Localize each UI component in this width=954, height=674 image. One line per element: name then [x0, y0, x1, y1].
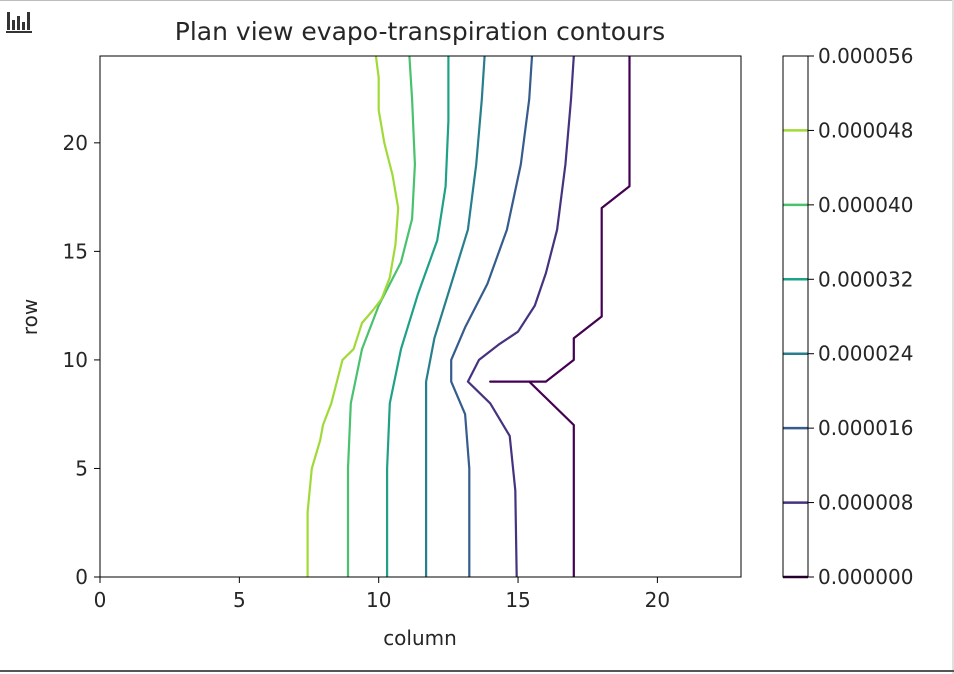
colorbar-tick-label: 0.000008: [818, 491, 913, 515]
y-tick-label: 5: [75, 456, 88, 480]
frame-top-border: [0, 0, 954, 1]
contour-lines: [306, 56, 631, 577]
contour-line-4: [386, 56, 450, 577]
contour-line-6: [306, 56, 400, 577]
frame-bottom-border: [0, 670, 954, 672]
y-tick-label: 20: [63, 131, 88, 155]
colorbar-frame: [782, 55, 809, 578]
colorbar-tick-label: 0.000016: [818, 416, 913, 440]
x-axis-label: column: [383, 626, 457, 650]
plot-frame: [99, 55, 742, 578]
x-axis: 0 5 10 15 20: [94, 577, 670, 612]
contour-line-5: [346, 56, 416, 577]
contour-line-0: [489, 56, 631, 577]
y-axis-label: row: [18, 299, 42, 335]
y-tick-label: 0: [75, 565, 88, 589]
x-tick-label: 20: [645, 588, 670, 612]
contour-line-1: [466, 56, 575, 577]
colorbar-tick-label: 0.000024: [818, 342, 913, 366]
x-tick-label: 0: [94, 588, 107, 612]
frame-right-border: [952, 0, 954, 674]
colorbar: 0.000000 0.000008 0.000016 0.000024 0.000032…: [782, 44, 913, 589]
x-tick-label: 5: [233, 588, 246, 612]
chart-title: Plan view evapo-transpiration contours: [175, 17, 665, 46]
y-axis: 0 5 10 15 20: [63, 131, 100, 589]
contour-line-2: [450, 56, 534, 577]
y-tick-label: 10: [63, 348, 88, 372]
bar-chart-icon[interactable]: [5, 8, 33, 36]
x-tick-label: 15: [505, 588, 530, 612]
colorbar-tick-label: 0.000040: [818, 193, 913, 217]
x-tick-label: 10: [366, 588, 391, 612]
colorbar-tick-label: 0.000048: [818, 118, 913, 142]
colorbar-tick-label: 0.000056: [818, 44, 913, 68]
y-tick-label: 15: [63, 239, 88, 263]
colorbar-tick-label: 0.000032: [818, 267, 913, 291]
contour-line-3: [425, 56, 486, 577]
colorbar-tick-label: 0.000000: [818, 565, 913, 589]
